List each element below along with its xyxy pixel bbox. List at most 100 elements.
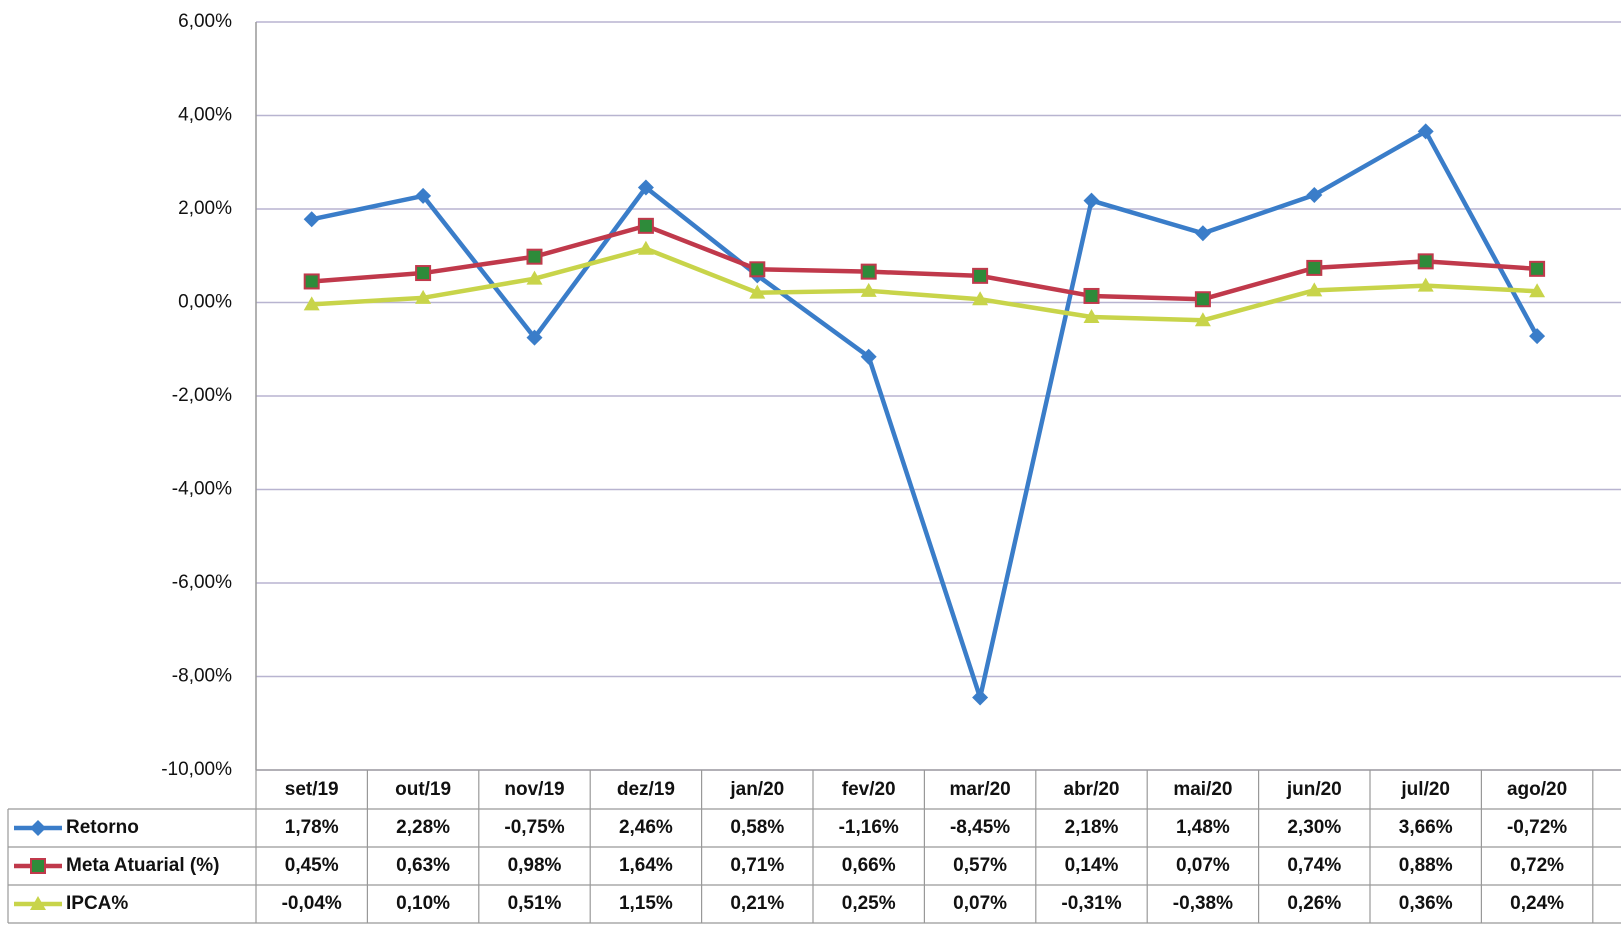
value-label: 0,66% [842, 855, 896, 876]
series [303, 123, 1546, 706]
marker [637, 179, 654, 196]
value-label: 0,25% [842, 893, 896, 914]
x-tick-label: out/19 [395, 779, 451, 800]
marker [1194, 312, 1211, 327]
x-tick-label: abr/20 [1064, 779, 1120, 800]
value-label: 0,63% [396, 855, 450, 876]
x-tick-label: jun/20 [1286, 779, 1342, 800]
marker [415, 265, 432, 282]
marker [1306, 282, 1323, 297]
legend-label: Retorno [66, 817, 139, 838]
marker [526, 248, 543, 265]
y-tick-label: 4,00% [178, 105, 232, 126]
y-tick-label: -4,00% [172, 479, 232, 500]
marker [749, 261, 766, 278]
marker [415, 187, 432, 204]
x-tick-label: ago/20 [1507, 779, 1567, 800]
marker [1529, 328, 1546, 345]
marker [1194, 291, 1211, 308]
y-tick-label: 0,00% [178, 292, 232, 313]
value-label: 2,28% [396, 817, 450, 838]
marker [415, 289, 432, 304]
marker [860, 282, 877, 297]
series [303, 217, 1546, 308]
value-label: -8,45% [950, 817, 1010, 838]
value-label: 0,72% [1510, 855, 1564, 876]
value-label: 1,78% [285, 817, 339, 838]
y-tick-label: 2,00% [178, 198, 232, 219]
marker [1529, 283, 1546, 298]
marker [303, 273, 320, 290]
value-label: 0,10% [396, 893, 450, 914]
value-label: 0,45% [285, 855, 339, 876]
value-label: -0,04% [282, 893, 342, 914]
value-label: 0,07% [953, 893, 1007, 914]
marker [526, 270, 543, 285]
y-tick-label: -8,00% [172, 666, 232, 687]
value-label: 0,24% [1510, 893, 1564, 914]
value-label: 3,66% [1399, 817, 1453, 838]
marker [860, 263, 877, 280]
marker [1417, 277, 1434, 292]
marker [303, 296, 320, 311]
marker [972, 689, 989, 706]
marker [637, 217, 654, 234]
value-label: 0,36% [1399, 893, 1453, 914]
value-label: 2,30% [1287, 817, 1341, 838]
marker [972, 267, 989, 284]
legend-label: Meta Atuarial (%) [66, 855, 219, 876]
value-label: 2,46% [619, 817, 673, 838]
x-tick-label: jan/20 [729, 779, 784, 800]
y-tick-label: -6,00% [172, 572, 232, 593]
value-label: 1,48% [1176, 817, 1230, 838]
legend-label: IPCA% [66, 893, 128, 914]
marker [1529, 260, 1546, 277]
x-tick-label: set/19 [285, 779, 339, 800]
x-tick-label: mai/20 [1173, 779, 1232, 800]
legend-marker [30, 858, 46, 874]
marker [1417, 123, 1434, 140]
value-label: -0,31% [1061, 893, 1121, 914]
marker [749, 284, 766, 299]
value-label: 0,14% [1065, 855, 1119, 876]
series-line [311, 223, 1538, 302]
value-label: 2,18% [1065, 817, 1119, 838]
legend-marker [30, 896, 46, 910]
legend-marker [30, 820, 46, 836]
value-label: 0,26% [1287, 893, 1341, 914]
marker [303, 211, 320, 228]
value-label: 0,21% [730, 893, 784, 914]
value-label: 0,58% [730, 817, 784, 838]
value-label: 0,88% [1399, 855, 1453, 876]
y-tick-label: -10,00% [161, 759, 232, 780]
value-label: -0,75% [504, 817, 564, 838]
marker [1083, 192, 1100, 209]
value-label: 0,74% [1287, 855, 1341, 876]
x-tick-label: nov/19 [504, 779, 564, 800]
value-label: -0,72% [1507, 817, 1567, 838]
value-label: -0,38% [1173, 893, 1233, 914]
marker [1083, 308, 1100, 323]
value-label: 0,71% [730, 855, 784, 876]
value-label: 0,98% [508, 855, 562, 876]
series [303, 240, 1546, 327]
series-line [311, 129, 1540, 700]
value-label: 0,07% [1176, 855, 1230, 876]
value-label: 0,57% [953, 855, 1007, 876]
marker [526, 329, 543, 346]
series-line [311, 246, 1538, 323]
value-label: 1,15% [619, 893, 673, 914]
x-tick-label: jul/20 [1400, 779, 1450, 800]
marker [1306, 186, 1323, 203]
marker [1417, 253, 1434, 270]
x-tick-label: dez/19 [617, 779, 675, 800]
y-tick-label: -2,00% [172, 385, 232, 406]
marker [1194, 225, 1211, 242]
marker [1083, 287, 1100, 304]
value-label: -1,16% [839, 817, 899, 838]
marker [637, 240, 654, 255]
value-label: 0,51% [508, 893, 562, 914]
value-label: 1,64% [619, 855, 673, 876]
marker [860, 348, 877, 365]
